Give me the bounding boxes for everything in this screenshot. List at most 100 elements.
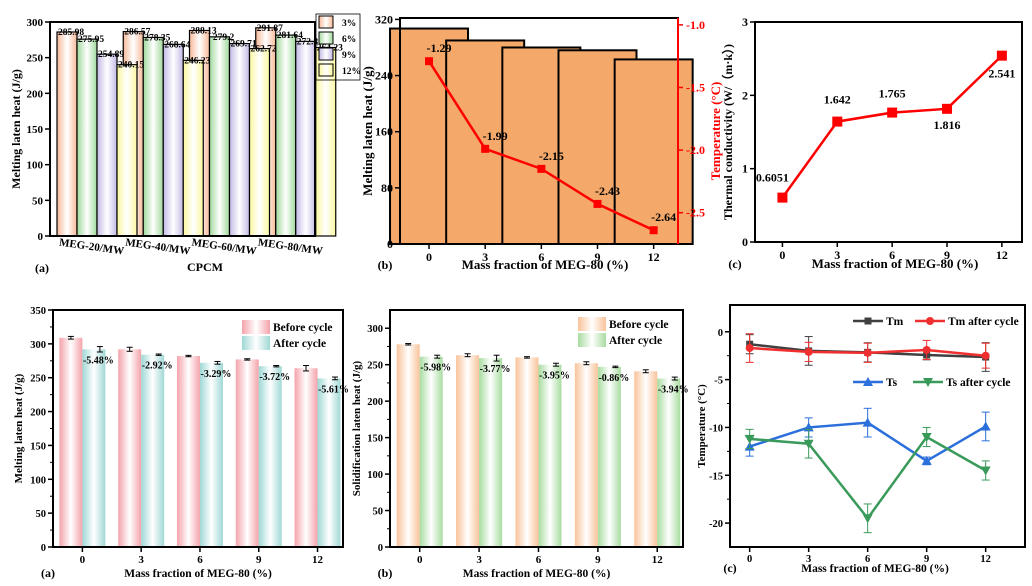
y-tick-label: 50 — [373, 507, 384, 518]
y-tick-label: 2 — [742, 88, 748, 102]
bar-after-cycle — [419, 356, 443, 547]
x-tick-label: 12 — [648, 250, 660, 264]
temperature-marker — [593, 199, 602, 208]
bar-3% — [56, 31, 78, 237]
conductivity-line — [781, 54, 1003, 199]
bar-after-cycle — [479, 358, 503, 547]
bar-value-label: 281.64 — [277, 31, 303, 41]
x-axis-title: Mass fraction of MEG-80 (%) — [124, 568, 272, 580]
y-tick-label: 200 — [367, 397, 383, 408]
x-tick-label: 9 — [924, 554, 929, 565]
chart-bottom-a: -5.48% -2.92% -3.29% -3.72% -5.61% 0 50 100 150 2… — [13, 306, 349, 580]
bar-12% — [182, 59, 204, 237]
legend-label: 12% — [342, 67, 361, 77]
bar-9% — [295, 40, 317, 237]
bar-value-label: 254.89 — [98, 50, 124, 60]
y-tick-label: 0 — [378, 543, 383, 554]
chart-top-b: -1.29 -1.99 -2.15 -2.43 -2.64 0 80 160 240 320 -1.… — [360, 12, 723, 272]
bar-value-label: 291.87 — [257, 24, 283, 34]
y-tick-label: 150 — [367, 434, 383, 445]
circle-marker — [804, 347, 813, 356]
x-tick-label: 9 — [256, 554, 262, 566]
bar-12% — [248, 47, 271, 237]
x-tick-label: 6 — [538, 250, 544, 264]
legend-swatch — [318, 31, 334, 45]
bar-after-cycle — [538, 364, 562, 547]
bar-before-cycle — [294, 368, 318, 547]
conductivity-label: 2.541 — [988, 67, 1015, 81]
x-axis-title: CPCM — [187, 260, 223, 274]
bar-value-label: 269.71 — [230, 40, 256, 50]
x-category-label: MEG-80/MW — [257, 237, 323, 258]
bar-before-cycle — [456, 355, 480, 547]
conductivity-marker — [942, 103, 953, 114]
change-percent-label: -5.98% — [420, 363, 451, 374]
y-tick-label: 350 — [30, 306, 46, 317]
x-axis-title: Mass fraction of MEG-80 (%) — [801, 563, 949, 575]
legend-label: 9% — [342, 51, 356, 61]
circle-marker — [863, 348, 872, 357]
x-tick-label: 3 — [834, 248, 840, 262]
y-tick-label: -5 — [714, 376, 723, 387]
x-tick-label: 12 — [652, 554, 664, 566]
legend-label: After cycle — [273, 338, 326, 350]
conductivity-label: 1.816 — [934, 118, 961, 132]
y-tick-label: 300 — [30, 340, 46, 351]
x-tick-label: 0 — [417, 554, 423, 566]
temperature-label: -1.29 — [427, 41, 452, 55]
temperature-label: -1.99 — [483, 129, 508, 143]
triangle-up-marker — [980, 421, 991, 431]
y-tick-label: 150 — [27, 124, 44, 136]
legend-label: After cycle — [609, 335, 662, 347]
y-tick-label: 250 — [367, 361, 383, 372]
legend-swatch — [578, 317, 606, 331]
y-tick-label: 1 — [742, 162, 748, 176]
x-axis-title: Mass fraction of MEG-80 (%) — [462, 257, 629, 272]
bar-value-label: 286.57 — [124, 28, 150, 38]
x-tick-label: 3 — [138, 554, 144, 566]
legend-label: Before cycle — [609, 319, 669, 331]
conductivity-marker — [777, 192, 788, 203]
x-category-label: MEG-60/MW — [191, 237, 257, 258]
plot-frame — [729, 304, 1026, 548]
x-tick-label: 3 — [806, 554, 811, 565]
triangle-up-marker — [862, 417, 873, 427]
bar-before-cycle — [59, 337, 83, 547]
x-tick-label: 12 — [980, 554, 991, 565]
plot-frame — [389, 309, 684, 548]
bar-value-label: 246.23 — [184, 56, 210, 66]
conductivity-label: 0.6051 — [756, 171, 789, 185]
y-tick-label: -2.0 — [686, 143, 705, 157]
bar-before-cycle — [118, 349, 142, 547]
y-tick-label: 300 — [367, 324, 383, 335]
x-tick-label: 0 — [747, 554, 752, 565]
temperature-label: -2.15 — [539, 149, 564, 163]
bar-after-cycle — [199, 362, 223, 547]
circle-marker — [981, 351, 990, 360]
bar-before-cycle — [574, 363, 598, 547]
panel-label: (c) — [728, 257, 741, 271]
panel-label: (b) — [378, 566, 393, 580]
bar-after-cycle — [597, 366, 621, 547]
y-tick-label: 100 — [367, 470, 383, 481]
x-tick-label: 3 — [482, 250, 488, 264]
bar-value-label: 279.2 — [213, 33, 235, 43]
temperature-label: -2.43 — [595, 184, 620, 198]
legend-label: Before cycle — [273, 322, 333, 334]
x-tick-label: 6 — [197, 554, 203, 566]
legend-label: Tm — [886, 316, 904, 328]
y-axis-title: Melting laten heat (J/g) — [360, 66, 375, 196]
bar-9% — [96, 53, 118, 237]
legend-swatch — [318, 47, 334, 61]
triangle-down-marker — [980, 466, 991, 476]
y-tick-label: -1.5 — [686, 80, 705, 94]
y-tick-label: -10 — [709, 423, 723, 434]
legend-label: 6% — [342, 35, 356, 45]
x-tick-label: 9 — [944, 248, 950, 262]
bar-after-cycle — [657, 378, 681, 547]
conductivity-label: 1.765 — [879, 87, 906, 101]
x-tick-label: 9 — [595, 250, 601, 264]
x-tick-label: 0 — [779, 248, 785, 262]
panel-label: (b) — [378, 258, 393, 272]
x-tick-label: 6 — [889, 248, 895, 262]
